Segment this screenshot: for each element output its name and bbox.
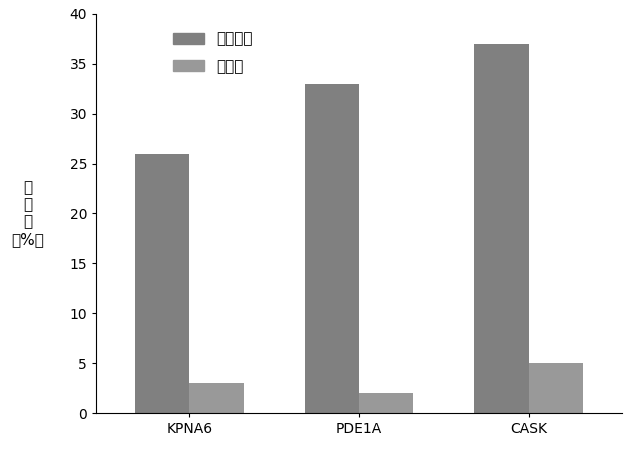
Bar <box>359 393 413 413</box>
Bar <box>135 153 189 413</box>
Legend: 食管癌组, 对照组: 食管癌组, 对照组 <box>167 25 258 80</box>
Bar <box>474 44 529 413</box>
Bar <box>304 84 359 413</box>
Bar <box>189 383 244 413</box>
Bar <box>529 363 583 413</box>
Text: 阳
性
率
（%）: 阳 性 率 （%） <box>12 180 44 247</box>
